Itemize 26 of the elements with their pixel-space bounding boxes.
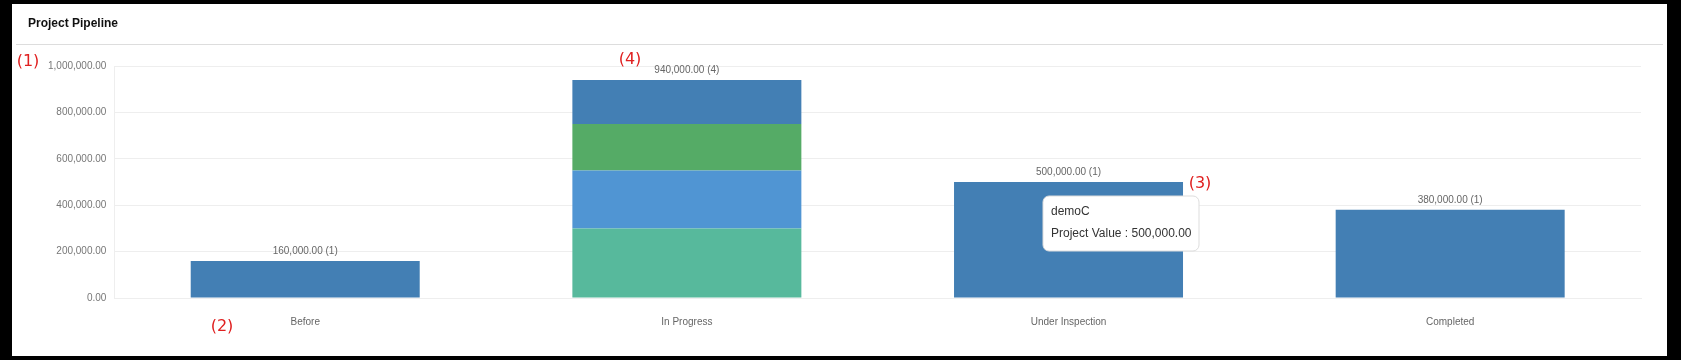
text: (1)	[16, 51, 40, 71]
y-tick-label: 200,000.00	[56, 245, 107, 257]
y-tick-label: 0.00	[86, 291, 107, 303]
x-tick-label: Under Inspection	[1030, 315, 1107, 327]
bar	[190, 260, 420, 298]
y-tick-label: 400,000.00	[56, 198, 107, 210]
bar	[572, 124, 802, 171]
x-tick-label: In Progress	[661, 315, 713, 327]
total-label: 940,000.00 (4)	[654, 63, 720, 75]
total-label: 160,000.00 (1)	[272, 244, 338, 256]
y-tick-label: 800,000.00	[56, 106, 107, 118]
total-label: 500,000.00 (1)	[1035, 165, 1102, 177]
chart-title: Project Pipeline	[28, 16, 119, 30]
annotation: demoC Project Value : 500,000.00	[1051, 204, 1192, 241]
y-tick-label: 600,000.00	[56, 152, 107, 164]
text: (2)	[210, 316, 234, 336]
annotation: (4)	[618, 49, 642, 69]
total-label: 380,000.00 (1)	[1417, 193, 1483, 205]
bar	[572, 79, 802, 124]
bar	[1335, 209, 1565, 298]
bar	[572, 170, 802, 229]
x-tick-label: Completed	[1425, 315, 1475, 327]
x-tick-label: Before	[290, 315, 321, 327]
annotation: (3)	[1188, 173, 1212, 193]
bar	[572, 228, 802, 298]
y-tick-label: 1,000,000.00	[48, 59, 107, 71]
